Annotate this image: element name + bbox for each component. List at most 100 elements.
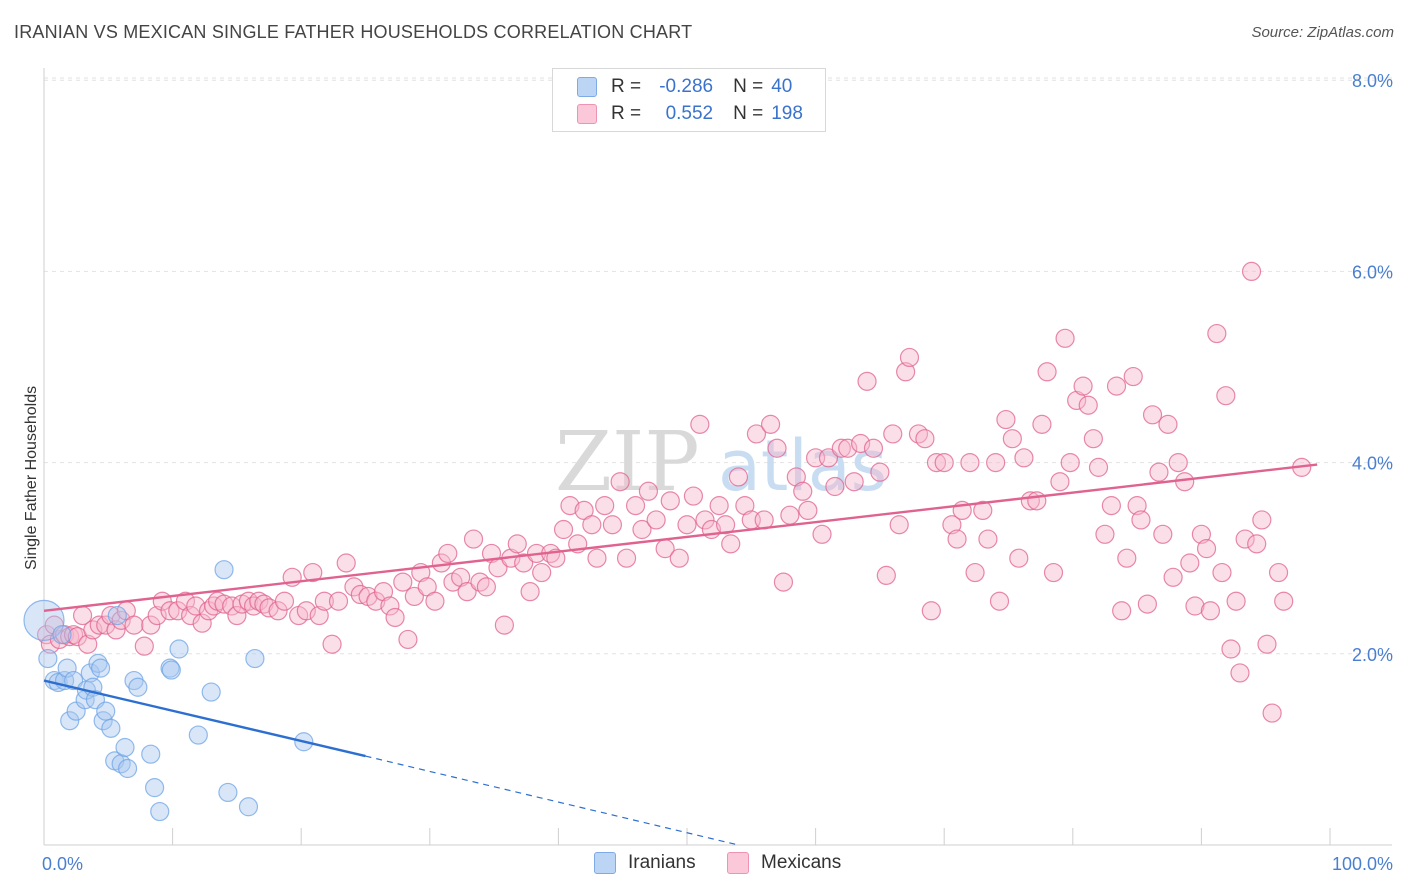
mexican-point (831, 438, 851, 458)
mexican-point (1014, 448, 1034, 468)
mexican-point (683, 486, 704, 506)
mexican-point (973, 500, 993, 520)
iranian-point (141, 744, 161, 764)
mexican-point (1149, 462, 1169, 482)
mexican-point (1247, 534, 1267, 554)
mexican-point (451, 567, 471, 587)
series-legend-mexicans[interactable]: Mexicans (727, 852, 841, 874)
mexican-point (677, 515, 697, 535)
mexican-point (1268, 562, 1289, 583)
mexican-point (268, 601, 288, 621)
mexican-point (1262, 703, 1282, 723)
mexican-point (660, 491, 680, 511)
mexican-point (996, 409, 1016, 430)
mexican-point (1037, 362, 1057, 382)
y-tick-label: 2.0% (1352, 645, 1393, 665)
mexican-point (1060, 453, 1080, 473)
mexican-point (921, 601, 941, 621)
mexican-point (899, 347, 920, 368)
mexican-point (760, 414, 781, 434)
mexican-point (1241, 261, 1262, 281)
mexican-point (896, 362, 916, 382)
series-legend-iranians[interactable]: Iranians (594, 852, 696, 874)
mexican-point (695, 510, 715, 530)
iranian-point (38, 648, 58, 669)
mexican-point (934, 453, 954, 473)
mexican-point (986, 453, 1006, 473)
mexican-point (476, 577, 496, 597)
legend-r-value: -0.286 (659, 76, 714, 97)
mexican-point (1274, 591, 1294, 611)
mexican-point (780, 505, 800, 525)
chart-title: IRANIAN VS MEXICAN SINGLE FATHER HOUSEHO… (14, 22, 693, 42)
mexican-point (507, 534, 527, 554)
mexican-point (1191, 524, 1212, 544)
mexican-point (1106, 376, 1127, 396)
mexican-point (926, 453, 947, 473)
mexican-point (1207, 323, 1227, 344)
mexican-point (181, 605, 201, 626)
mexican-point (638, 481, 659, 501)
mexican-point (463, 529, 484, 549)
iranian-point (245, 648, 265, 669)
mexican-point (1230, 663, 1250, 683)
trend-lines (43, 463, 1318, 846)
mexican-point (141, 615, 161, 635)
mexican-point (669, 548, 689, 568)
mexican-point (1153, 524, 1173, 544)
mexican-point (457, 582, 477, 602)
mexican-point (838, 438, 858, 458)
y-axis-label: Single Father Households (23, 386, 40, 570)
iranian-point (96, 701, 116, 721)
x-tick-label: 100.0% (1332, 854, 1393, 874)
mexican-point (328, 591, 349, 611)
mexican-point (1043, 562, 1064, 583)
mexican-point (296, 601, 316, 621)
mexican-point (1123, 366, 1143, 387)
mexican-point (1226, 591, 1246, 611)
legend-swatch-mexicans (577, 104, 597, 124)
mexican-point (494, 615, 514, 635)
legend-r-label: R = (611, 103, 642, 124)
legend-r-value: 0.552 (665, 103, 714, 124)
mexican-point (227, 605, 247, 626)
chart-source: Source: ZipAtlas.com (1251, 24, 1394, 41)
mexican-point (344, 577, 364, 597)
y-tick-label: 8.0% (1352, 71, 1393, 91)
mexican-point (889, 515, 909, 535)
iranian-point (214, 560, 234, 580)
iranian-point (218, 782, 238, 803)
mexican-point (786, 467, 806, 487)
mexican-point (1163, 567, 1183, 587)
mexican-point (978, 529, 998, 549)
mexican-point (1088, 457, 1109, 477)
iranian-point (161, 660, 181, 680)
mexican-point (322, 634, 342, 654)
mexican-point (616, 548, 637, 568)
mexican-point (1002, 429, 1022, 449)
iranian-point (201, 682, 221, 702)
mexican-point (870, 462, 890, 482)
mexican-point (274, 591, 295, 611)
legend-r-label: R = (611, 76, 642, 97)
series-label-iranians: Iranians (628, 852, 696, 873)
mexican-point (1067, 390, 1087, 411)
iranian-point (144, 778, 165, 798)
mexican-point (425, 591, 445, 611)
iranian-point (90, 658, 111, 678)
mexican-point (134, 636, 154, 656)
mexican-point (147, 605, 167, 626)
mexican-point (1137, 594, 1157, 614)
mexican-point (1142, 405, 1163, 425)
iranian-point (169, 639, 189, 659)
mexican-point (690, 414, 710, 434)
mexican-point (1221, 639, 1241, 659)
mexican-point (101, 605, 121, 626)
mexican-point (582, 515, 602, 535)
mexican-point (1127, 496, 1147, 516)
mexican-point (735, 496, 755, 516)
mexican-point (1083, 429, 1103, 449)
series-swatch-iranians (594, 852, 616, 874)
iranian-point (57, 658, 77, 678)
mexican-point (610, 472, 630, 492)
